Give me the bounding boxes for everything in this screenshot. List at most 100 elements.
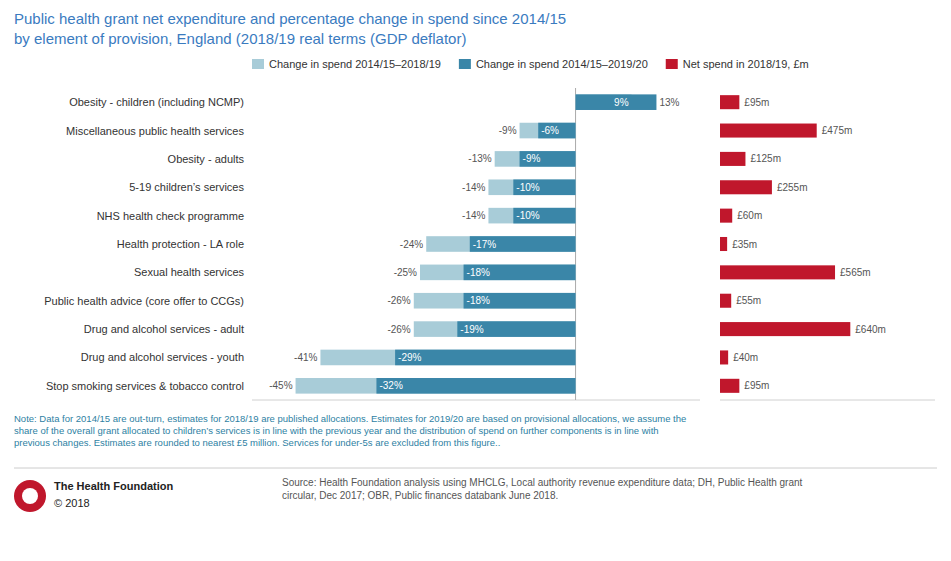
data-label: £125m bbox=[750, 153, 781, 164]
data-label: -17% bbox=[473, 239, 496, 250]
data-label: -18% bbox=[467, 295, 490, 306]
bar bbox=[720, 152, 745, 166]
title: Public health grant net expenditure and … bbox=[14, 10, 566, 27]
data-label: £255m bbox=[777, 182, 808, 193]
data-label: -19% bbox=[460, 324, 483, 335]
bar bbox=[488, 208, 575, 224]
bar bbox=[720, 237, 727, 251]
bar bbox=[720, 379, 739, 393]
category-label: Obesity - children (including NCMP) bbox=[69, 96, 244, 108]
bar bbox=[464, 265, 576, 281]
source-line: Source: Health Foundation analysis using… bbox=[282, 477, 803, 488]
data-label: -10% bbox=[516, 182, 539, 193]
chart-root: Public health grant net expenditure and … bbox=[0, 0, 951, 561]
data-label: £35m bbox=[732, 239, 757, 250]
bar bbox=[470, 236, 576, 252]
data-label: -13% bbox=[468, 153, 491, 164]
bar bbox=[426, 236, 575, 252]
data-label: -32% bbox=[379, 380, 402, 391]
data-label: £565m bbox=[840, 267, 871, 278]
bar bbox=[395, 350, 575, 366]
category-label: Obesity - adults bbox=[168, 153, 245, 165]
bar bbox=[720, 322, 850, 336]
data-label: 13% bbox=[659, 97, 679, 108]
logo bbox=[14, 480, 46, 512]
data-label: -18% bbox=[467, 267, 490, 278]
bar bbox=[420, 265, 576, 281]
bar bbox=[520, 123, 576, 139]
bar bbox=[720, 124, 817, 138]
data-label: -9% bbox=[523, 153, 541, 164]
bar bbox=[720, 350, 728, 364]
bar bbox=[414, 321, 576, 337]
legend-label: Change in spend 2014/15–2018/19 bbox=[269, 58, 441, 70]
data-label: £95m bbox=[744, 380, 769, 391]
legend-label: Change in spend 2014/15–2019/20 bbox=[476, 58, 648, 70]
legend-swatch bbox=[252, 59, 264, 69]
footer-rule bbox=[14, 468, 937, 469]
category-label: Miscellaneous public health services bbox=[66, 125, 244, 137]
footer-year: © 2018 bbox=[54, 497, 90, 509]
data-label: £40m bbox=[733, 352, 758, 363]
data-label: -25% bbox=[394, 267, 417, 278]
bar bbox=[720, 294, 731, 308]
bar bbox=[538, 123, 575, 139]
data-label: £60m bbox=[737, 210, 762, 221]
note-line: previous changes. Estimates are rounded … bbox=[14, 437, 500, 448]
category-label: 5-19 children’s services bbox=[129, 181, 244, 193]
bar bbox=[414, 293, 576, 309]
bar bbox=[513, 179, 575, 195]
bar bbox=[457, 321, 575, 337]
category-label: Drug and alcohol services - adult bbox=[84, 323, 244, 335]
note-line: share of the overall grant allocated to … bbox=[14, 425, 659, 436]
subtitle: by element of provision, England (2018/1… bbox=[14, 30, 466, 47]
bar bbox=[576, 94, 657, 110]
data-label: -26% bbox=[387, 295, 410, 306]
bar bbox=[376, 378, 575, 394]
bars bbox=[296, 94, 657, 393]
note-line: Note: Data for 2014/15 are out-turn, est… bbox=[14, 413, 686, 424]
bar bbox=[464, 293, 576, 309]
data-label: -29% bbox=[398, 352, 421, 363]
bar bbox=[720, 209, 732, 223]
data-label: -14% bbox=[462, 210, 485, 221]
footer-year-line: © 2018 bbox=[54, 497, 90, 509]
data-label: £475m bbox=[822, 125, 853, 136]
data-label: -6% bbox=[541, 125, 559, 136]
bar bbox=[495, 151, 576, 167]
bars bbox=[720, 95, 850, 393]
data-label: -41% bbox=[294, 352, 317, 363]
category-label: Drug and alcohol services - youth bbox=[81, 351, 244, 363]
x-axis-line bbox=[252, 400, 700, 401]
bar bbox=[320, 350, 575, 366]
category-label: Sexual health services bbox=[134, 266, 245, 278]
bar bbox=[488, 179, 575, 195]
category-label: Stop smoking services & tobacco control bbox=[46, 380, 244, 392]
data-label: £640m bbox=[855, 324, 886, 335]
data-label: -24% bbox=[400, 239, 423, 250]
note: Note: Data for 2014/15 are out-turn, est… bbox=[14, 413, 686, 448]
data-label: -14% bbox=[462, 182, 485, 193]
bar bbox=[520, 151, 576, 167]
source: Source: Health Foundation analysis using… bbox=[282, 477, 803, 501]
legend-label: Net spend in 2018/19, £m bbox=[683, 58, 809, 70]
category-label: Health protection - LA role bbox=[117, 238, 244, 250]
source-line: circular, Dec 2017; OBR, Public finances… bbox=[282, 490, 558, 501]
data-label: 9% bbox=[614, 97, 629, 108]
footer-org-line: The Health Foundation bbox=[54, 480, 173, 492]
category-label: Public health advice (core offer to CCGs… bbox=[44, 295, 244, 307]
data-label: -26% bbox=[387, 324, 410, 335]
data-label: £55m bbox=[736, 295, 761, 306]
x-axis-line bbox=[720, 400, 935, 401]
bar bbox=[296, 378, 576, 394]
legend-swatch bbox=[459, 59, 471, 69]
data-label: -10% bbox=[516, 210, 539, 221]
bar bbox=[720, 265, 835, 279]
logo-inner bbox=[22, 488, 38, 504]
footer-org: The Health Foundation bbox=[54, 480, 173, 492]
bar bbox=[720, 95, 739, 109]
data-label: £95m bbox=[744, 97, 769, 108]
category-label: NHS health check programme bbox=[97, 210, 244, 222]
bar bbox=[720, 180, 772, 194]
legend-swatch bbox=[666, 59, 678, 69]
